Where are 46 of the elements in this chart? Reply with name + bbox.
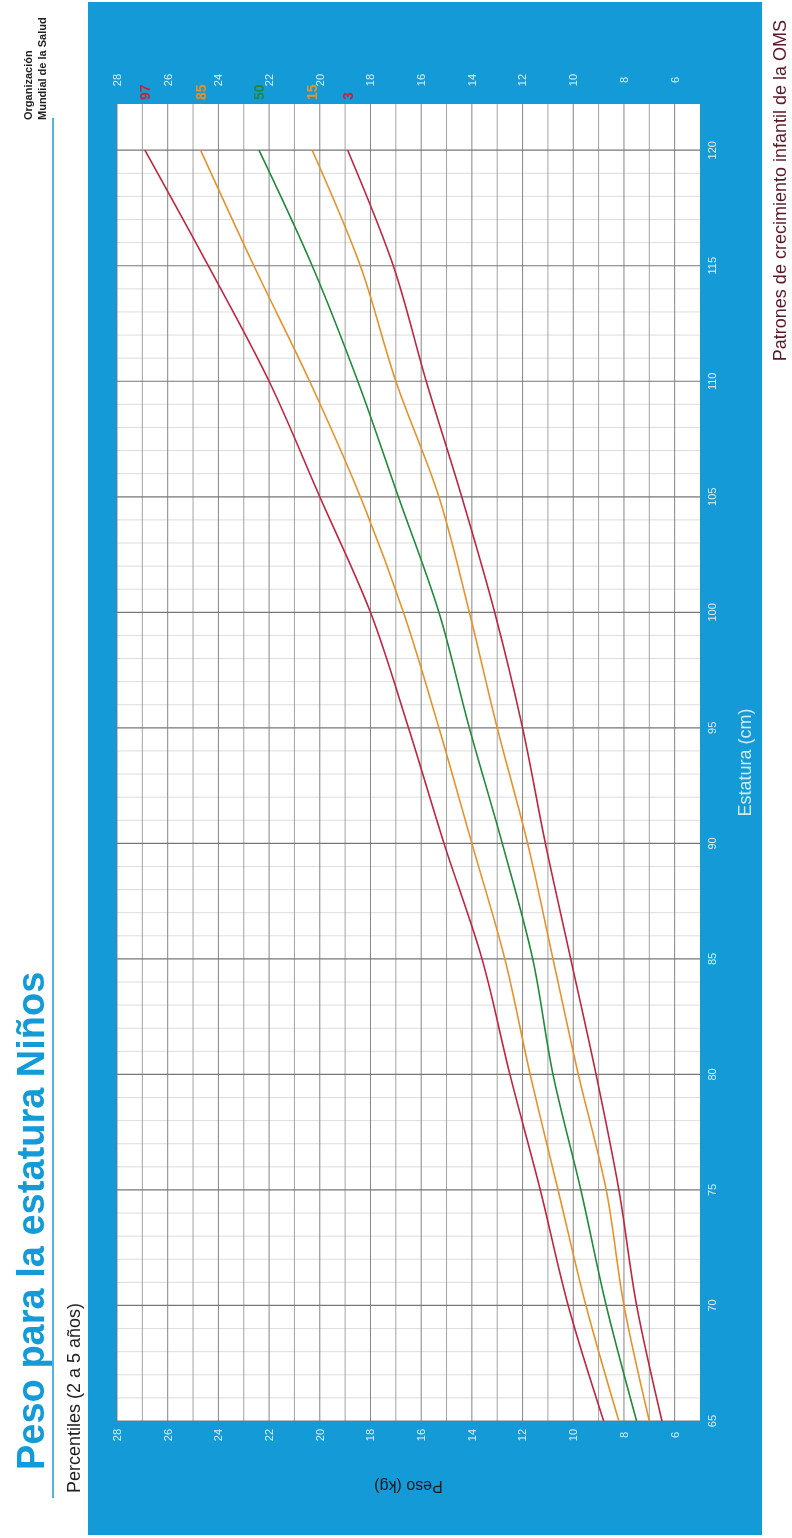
x2-tick-label: 12: [516, 73, 529, 87]
x-tick-label: 26: [161, 1428, 174, 1442]
x2-tick-label: 28: [110, 73, 123, 87]
x-tick-label: 12: [516, 1428, 529, 1442]
x-axis-title: Peso (kg): [374, 1478, 443, 1496]
text: Patrones de crecimiento infantil de la OMS: [770, 20, 790, 362]
x2-tick-label: 16: [415, 73, 428, 87]
x2-tick-label: 22: [262, 73, 275, 87]
x2-tick-label: 10: [567, 73, 580, 87]
x-tick-label: 10: [567, 1428, 580, 1442]
x2-tick-label: 26: [161, 73, 174, 87]
y-tick-label: 120: [706, 141, 718, 160]
x2-tick-label: 18: [364, 73, 377, 87]
y-tick-label: 105: [706, 487, 718, 506]
y-tick-label: 100: [706, 603, 718, 622]
line-series: [258, 149, 638, 1422]
text: Peso para la estatura Niños: [10, 971, 52, 1470]
text: Percentiles (2 a 5 años): [64, 1302, 84, 1493]
text: Organización Mundial de la Salud: [22, 17, 48, 120]
y-axis-title: Estatura (cm): [735, 708, 756, 817]
x2-tick-label: 8: [617, 76, 630, 84]
x-tick-label: 8: [617, 1431, 630, 1439]
text: 97: [136, 84, 153, 100]
x2-tick-label: 24: [212, 73, 225, 87]
y-tick-label: 95: [706, 721, 718, 734]
y-tick-label: 115: [706, 256, 718, 275]
x-tick-label: 6: [668, 1431, 681, 1439]
y-tick-label: 80: [706, 1068, 718, 1081]
y-tick-label: 65: [706, 1414, 718, 1428]
x-tick-label: 18: [364, 1428, 377, 1442]
x-tick-label: 20: [313, 1428, 326, 1442]
text: 15: [304, 84, 321, 100]
x-tick-label: 24: [212, 1428, 225, 1442]
x-tick-label: 16: [415, 1428, 428, 1442]
text: 85: [192, 84, 209, 100]
y-tick-label: 110: [706, 372, 718, 391]
x2-tick-label: 6: [668, 76, 681, 84]
x-tick-label: 14: [465, 1428, 478, 1442]
y-tick-label: 70: [706, 1299, 718, 1312]
y-tick-label: 90: [706, 837, 718, 850]
y-tick-label: 75: [706, 1183, 718, 1197]
y-tick-label: 85: [706, 952, 718, 966]
x2-tick-label: 14: [465, 73, 478, 87]
x-tick-label: 22: [262, 1428, 275, 1442]
text: 3: [339, 92, 356, 100]
x-tick-label: 28: [110, 1428, 123, 1442]
